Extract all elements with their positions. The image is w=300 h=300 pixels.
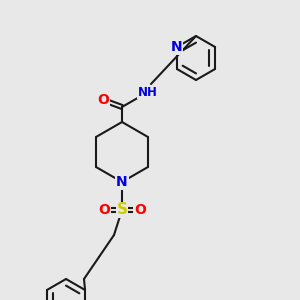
Text: N: N (116, 175, 128, 189)
Text: O: O (98, 203, 110, 217)
Text: S: S (116, 202, 128, 217)
Text: N: N (171, 40, 183, 54)
Text: O: O (97, 93, 109, 107)
Text: O: O (134, 203, 146, 217)
Text: NH: NH (138, 85, 158, 98)
